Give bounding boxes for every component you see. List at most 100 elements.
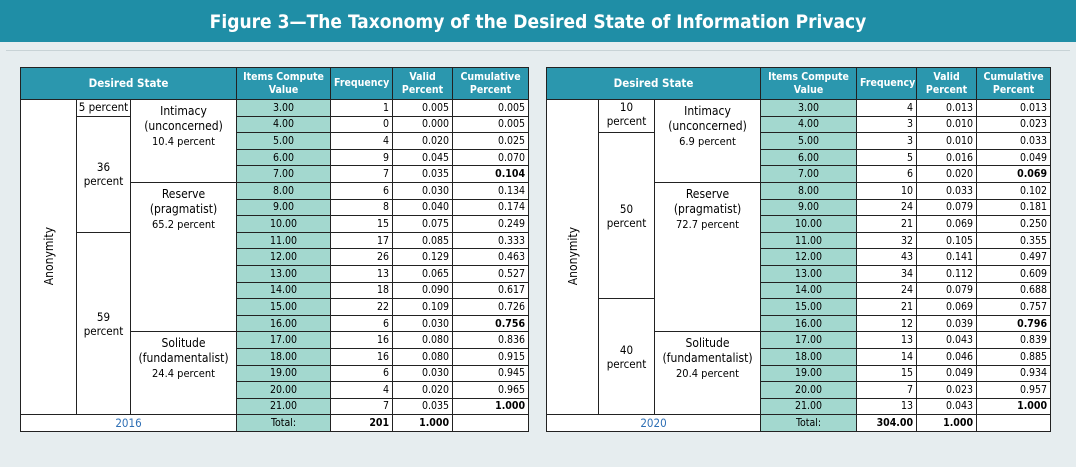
persona-kind: (fundamentalist) bbox=[138, 351, 229, 366]
table-header: Desired State Items Compute Value Frequenc… bbox=[19, 67, 530, 100]
table-body: Anonymity 10 percent Intimacy (unconcerned)… bbox=[546, 98, 1052, 416]
valid-percent: 0.105 bbox=[916, 231, 978, 250]
data-row: Reserve (pragmatist) 65.2 percent 8.00 6 0.03… bbox=[21, 181, 530, 333]
frequency: 4 bbox=[856, 99, 918, 117]
persona-kind: (unconcerned) bbox=[144, 119, 223, 133]
persona-share: 20.4 percent bbox=[675, 367, 740, 381]
header-cell: Cumulative Percent bbox=[976, 67, 1052, 100]
item-value: 11.00 bbox=[236, 231, 332, 250]
cumulative-percent: 1.000 bbox=[976, 397, 1052, 416]
header-row: Desired State Items Compute Value Frequenc… bbox=[545, 67, 1052, 100]
cumulative-percent: 0.070 bbox=[452, 148, 530, 167]
valid-percent: 0.030 bbox=[392, 181, 454, 200]
frequency: 15 bbox=[330, 215, 394, 233]
table-footer: 2016 Total: 201 1.000 bbox=[19, 414, 530, 433]
header-cell: Cumulative Percent bbox=[452, 67, 530, 100]
valid-percent: 0.079 bbox=[916, 198, 978, 217]
side-label-cell: Anonymity bbox=[546, 98, 599, 416]
item-value: 6.00 bbox=[760, 148, 858, 167]
persona-name: Reserve bbox=[161, 186, 206, 201]
item-value: 16.00 bbox=[236, 314, 332, 333]
valid-percent: 0.090 bbox=[392, 281, 454, 300]
valid-percent: 0.013 bbox=[916, 99, 978, 117]
share-cell: 40 percent bbox=[598, 298, 655, 416]
persona-name: Solitude bbox=[161, 336, 206, 351]
item-value: 8.00 bbox=[236, 181, 332, 200]
cumulative-percent: 0.355 bbox=[976, 231, 1052, 250]
cumulative-percent: 0.033 bbox=[976, 132, 1052, 150]
cumulative-percent: 0.181 bbox=[976, 198, 1052, 217]
data-row: Reserve (pragmatist) 72.7 percent 8.00 10 0.0… bbox=[547, 181, 1052, 333]
valid-percent: 0.023 bbox=[916, 381, 978, 399]
cumulative-percent: 0.249 bbox=[452, 215, 530, 233]
cumulative-percent: 0.102 bbox=[976, 181, 1052, 200]
header-cell: Items Compute Value bbox=[760, 67, 858, 100]
frequency: 14 bbox=[856, 347, 918, 366]
item-value: 20.00 bbox=[236, 381, 332, 399]
frequency: 10 bbox=[856, 181, 918, 200]
data-row: 16.00 12 0.039 0.796 bbox=[547, 314, 1052, 333]
valid-percent: 0.079 bbox=[916, 281, 978, 300]
frequency: 7 bbox=[330, 165, 394, 183]
total-label: Total: bbox=[760, 414, 858, 433]
cumulative-percent: 0.023 bbox=[976, 115, 1052, 134]
cumulative-percent: 0.726 bbox=[452, 298, 530, 316]
valid-percent: 0.080 bbox=[392, 331, 454, 349]
table-header: Desired State Items Compute Value Frequenc… bbox=[545, 67, 1052, 100]
persona-cell: Intimacy (unconcerned) 10.4 percent bbox=[129, 99, 238, 183]
header-cell: Desired State bbox=[545, 67, 762, 100]
data-table: Desired State Items Compute Value Frequenc… bbox=[19, 67, 530, 433]
cumulative-percent: 0.174 bbox=[452, 198, 530, 217]
cumulative-percent: 0.497 bbox=[976, 248, 1052, 266]
frequency: 21 bbox=[856, 215, 918, 233]
data-row: 40 percent 15.00 21 0.069 0.757 bbox=[547, 298, 1052, 416]
persona-name: Intimacy bbox=[160, 104, 207, 118]
footer-row: 2016 Total: 201 1.000 bbox=[19, 414, 530, 433]
data-row: Anonymity 5 percent Intimacy (unconcerned) 1… bbox=[20, 98, 530, 416]
valid-percent: 0.069 bbox=[916, 298, 978, 316]
cumulative-percent: 0.617 bbox=[452, 281, 530, 300]
data-row: Solitude (fundamentalist) 24.4 percent 17.0… bbox=[21, 331, 530, 416]
data-row: 9.00 8 0.040 0.174 bbox=[21, 198, 530, 217]
cumulative-percent: 0.005 bbox=[452, 115, 530, 134]
cumulative-percent: 0.885 bbox=[976, 347, 1052, 366]
item-value: 5.00 bbox=[236, 132, 332, 150]
valid-percent: 0.129 bbox=[392, 248, 454, 266]
frequency: 34 bbox=[856, 264, 918, 283]
persona-name: Reserve bbox=[685, 186, 730, 201]
frequency: 26 bbox=[330, 248, 394, 266]
frequency: 17 bbox=[330, 231, 394, 250]
persona-cell: Solitude (fundamentalist) 20.4 percent bbox=[653, 331, 762, 416]
item-value: 18.00 bbox=[236, 347, 332, 366]
total-valid: 1.000 bbox=[916, 414, 978, 433]
cumulative-percent: 0.965 bbox=[452, 381, 530, 399]
frequency: 3 bbox=[856, 132, 918, 150]
data-row: 10.00 21 0.069 0.250 bbox=[547, 215, 1052, 233]
figure-title: Figure 3—The Taxonomy of the Desired Sta… bbox=[0, 0, 1076, 42]
item-value: 9.00 bbox=[760, 198, 858, 217]
valid-percent: 0.010 bbox=[916, 132, 978, 150]
frequency: 3 bbox=[856, 115, 918, 134]
data-row: 59 percent 11.00 17 0.085 0.333 bbox=[21, 231, 530, 416]
item-value: 19.00 bbox=[236, 364, 332, 383]
share-cell: 59 percent bbox=[76, 231, 131, 416]
item-value: 12.00 bbox=[236, 248, 332, 266]
item-value: 17.00 bbox=[236, 331, 332, 349]
valid-percent: 0.035 bbox=[392, 165, 454, 183]
data-row: Anonymity 10 percent Intimacy (unconcerned)… bbox=[546, 98, 1052, 416]
valid-percent: 0.016 bbox=[916, 148, 978, 167]
item-value: 20.00 bbox=[760, 381, 858, 399]
persona-name: Solitude bbox=[685, 336, 730, 351]
frequency: 32 bbox=[856, 231, 918, 250]
persona-cell: Solitude (fundamentalist) 24.4 percent bbox=[129, 331, 238, 416]
persona-share: 65.2 percent bbox=[151, 217, 216, 231]
item-value: 21.00 bbox=[760, 397, 858, 416]
item-value: 15.00 bbox=[760, 298, 858, 316]
frequency: 5 bbox=[856, 148, 918, 167]
item-value: 19.00 bbox=[760, 364, 858, 383]
item-value: 7.00 bbox=[760, 165, 858, 183]
data-table: Desired State Items Compute Value Frequenc… bbox=[545, 67, 1052, 433]
valid-percent: 0.000 bbox=[392, 115, 454, 134]
data-row: 7.00 6 0.020 0.069 bbox=[547, 165, 1052, 183]
